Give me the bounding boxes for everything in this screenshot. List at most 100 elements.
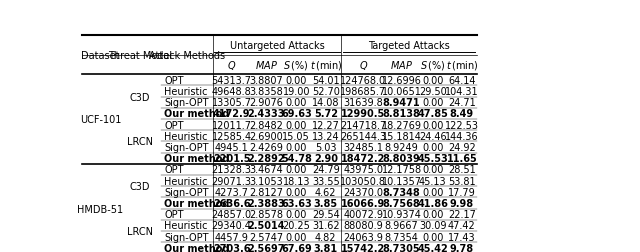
Text: 16066.9: 16066.9 (341, 198, 385, 208)
Text: 0.00: 0.00 (422, 142, 444, 152)
Text: 0.00: 0.00 (422, 98, 444, 108)
Text: 3.8807: 3.8807 (250, 75, 283, 85)
Text: C3D: C3D (129, 92, 150, 102)
Text: $MAP$: $MAP$ (255, 59, 278, 71)
Text: 2703.6: 2703.6 (212, 243, 250, 252)
Text: 214718.7: 214718.7 (340, 120, 387, 130)
Text: 8.9471: 8.9471 (383, 98, 420, 108)
Text: $t\,(\mathrm{min})$: $t\,(\mathrm{min})$ (310, 59, 342, 72)
Text: 2.3883: 2.3883 (248, 198, 285, 208)
Text: $S\,(\%)$: $S\,(\%)$ (284, 59, 309, 72)
Text: $S\,(\%)$: $S\,(\%)$ (420, 59, 445, 72)
Text: Our method: Our method (164, 243, 230, 252)
Text: 2.5014: 2.5014 (248, 220, 285, 231)
Text: 3.8358: 3.8358 (250, 87, 283, 97)
Text: 3.81: 3.81 (314, 243, 338, 252)
Text: 3.4674: 3.4674 (250, 165, 283, 175)
Text: 4945.1: 4945.1 (214, 142, 248, 152)
Text: Heuristic: Heuristic (164, 176, 208, 186)
Text: 2.9076: 2.9076 (250, 98, 283, 108)
Text: OPT: OPT (164, 165, 184, 175)
Text: 2.6900: 2.6900 (250, 131, 283, 141)
Text: 13.24: 13.24 (312, 131, 340, 141)
Text: OPT: OPT (164, 209, 184, 219)
Text: 24.46: 24.46 (419, 131, 447, 141)
Text: 24.92: 24.92 (448, 142, 476, 152)
Text: 124768.0: 124768.0 (340, 75, 387, 85)
Text: 4.82: 4.82 (315, 232, 337, 242)
Text: 30.09: 30.09 (419, 220, 447, 231)
Text: 8.7354: 8.7354 (385, 232, 419, 242)
Text: 8.49: 8.49 (450, 109, 474, 119)
Text: 21328.3: 21328.3 (212, 165, 252, 175)
Text: 20.25: 20.25 (282, 220, 310, 231)
Text: HMDB-51: HMDB-51 (77, 204, 124, 214)
Text: 15.1814: 15.1814 (381, 131, 422, 141)
Text: 45.42: 45.42 (417, 243, 448, 252)
Text: 18.2769: 18.2769 (381, 120, 422, 130)
Text: Heuristic: Heuristic (164, 87, 208, 97)
Text: OPT: OPT (164, 75, 184, 85)
Text: 52.70: 52.70 (312, 87, 340, 97)
Text: Threat Model: Threat Model (108, 50, 172, 60)
Text: 12.27: 12.27 (312, 120, 340, 130)
Text: 47.42: 47.42 (448, 220, 476, 231)
Text: 0.00: 0.00 (285, 120, 307, 130)
Text: 2.5697: 2.5697 (248, 243, 285, 252)
Text: 11.65: 11.65 (447, 153, 477, 164)
Text: 0.00: 0.00 (422, 187, 444, 197)
Text: 45.53: 45.53 (417, 153, 448, 164)
Text: 63.63: 63.63 (281, 198, 312, 208)
Text: 3.85: 3.85 (314, 198, 338, 208)
Text: Sign-OPT: Sign-OPT (164, 232, 209, 242)
Text: 32485.1: 32485.1 (343, 142, 383, 152)
Text: 49648.8: 49648.8 (212, 87, 252, 97)
Text: Sign-OPT: Sign-OPT (164, 142, 209, 152)
Text: 9.98: 9.98 (450, 198, 474, 208)
Text: $MAP$: $MAP$ (390, 59, 413, 71)
Text: 4457.9: 4457.9 (214, 232, 248, 242)
Text: 144.36: 144.36 (445, 131, 479, 141)
Text: 2201.5: 2201.5 (212, 153, 250, 164)
Text: 2.5747: 2.5747 (249, 232, 284, 242)
Text: 45.13: 45.13 (419, 176, 447, 186)
Text: 15742.2: 15742.2 (341, 243, 385, 252)
Text: 122.53: 122.53 (445, 120, 479, 130)
Text: 8.9249: 8.9249 (385, 142, 419, 152)
Text: 29.50: 29.50 (419, 87, 447, 97)
Text: 104.31: 104.31 (445, 87, 479, 97)
Text: Heuristic: Heuristic (164, 131, 208, 141)
Text: 8.7305: 8.7305 (383, 243, 420, 252)
Text: 4172.9: 4172.9 (212, 109, 250, 119)
Text: 69.63: 69.63 (281, 109, 312, 119)
Text: 4.62: 4.62 (315, 187, 337, 197)
Text: 12011.7: 12011.7 (212, 120, 252, 130)
Text: 0.00: 0.00 (422, 232, 444, 242)
Text: 22.17: 22.17 (448, 209, 476, 219)
Text: 2.8482: 2.8482 (250, 120, 283, 130)
Text: 43975.0: 43975.0 (343, 165, 383, 175)
Text: 24063.9: 24063.9 (343, 232, 383, 242)
Text: 12585.4: 12585.4 (211, 131, 252, 141)
Text: Sign-OPT: Sign-OPT (164, 187, 209, 197)
Text: LRCN: LRCN (127, 226, 153, 236)
Text: 64.14: 64.14 (448, 75, 476, 85)
Text: 2.4269: 2.4269 (250, 142, 283, 152)
Text: $Q$: $Q$ (227, 59, 236, 72)
Text: 2.8578: 2.8578 (249, 209, 284, 219)
Text: 3.1053: 3.1053 (250, 176, 283, 186)
Text: 40072.9: 40072.9 (343, 209, 383, 219)
Text: 19.00: 19.00 (282, 87, 310, 97)
Text: 31639.8: 31639.8 (343, 98, 383, 108)
Text: C3D: C3D (129, 181, 150, 192)
Text: 67.69: 67.69 (281, 243, 312, 252)
Text: 28.51: 28.51 (448, 165, 476, 175)
Text: 2.4333: 2.4333 (248, 109, 285, 119)
Text: 24857.0: 24857.0 (211, 209, 252, 219)
Text: Heuristic: Heuristic (164, 220, 208, 231)
Text: 8.8138: 8.8138 (383, 109, 420, 119)
Text: 18472.2: 18472.2 (341, 153, 385, 164)
Text: 54.01: 54.01 (312, 75, 340, 85)
Text: 31.62: 31.62 (312, 220, 340, 231)
Text: 10.9374: 10.9374 (381, 209, 422, 219)
